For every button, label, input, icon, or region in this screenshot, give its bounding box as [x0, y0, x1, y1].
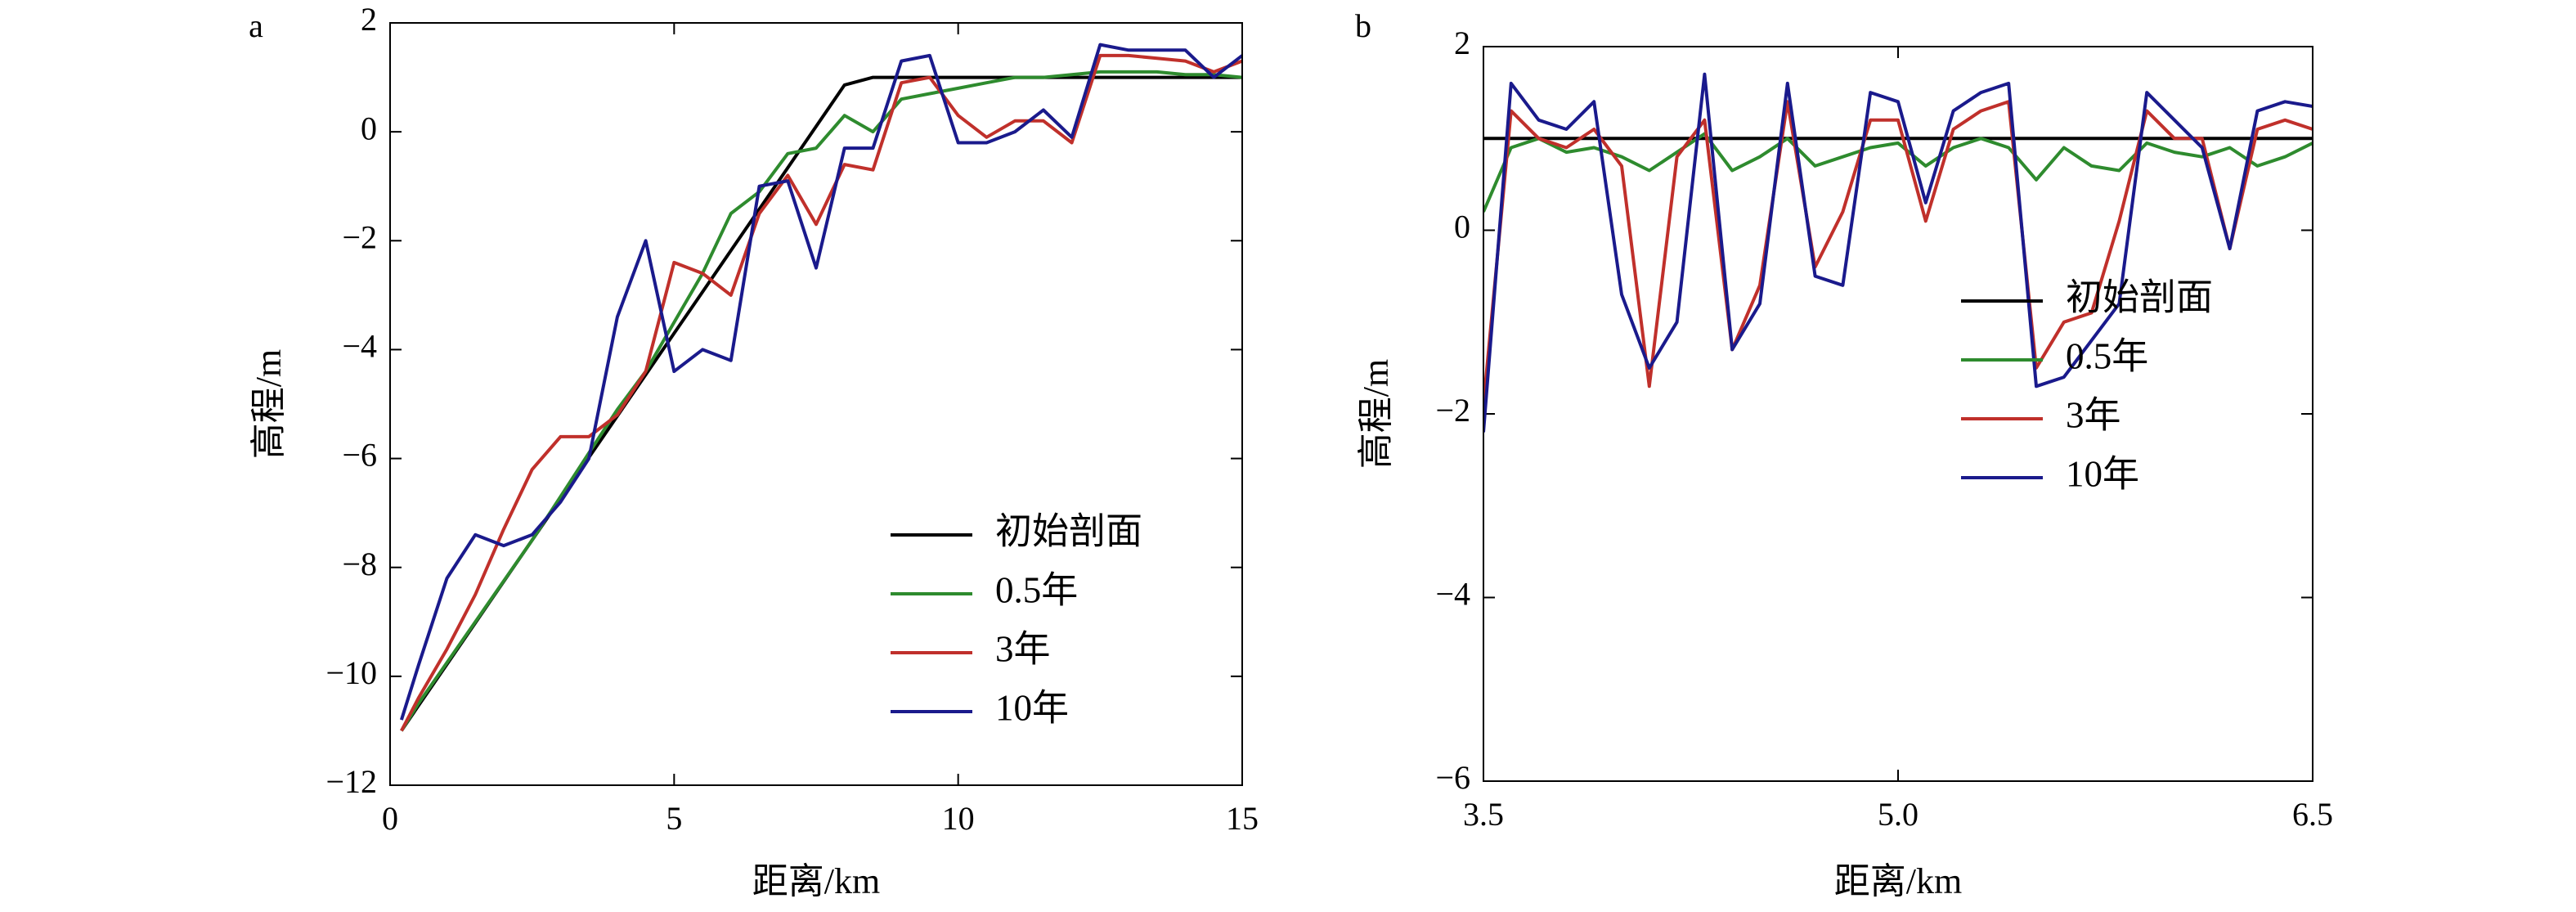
y-axis-label: 高程/m [249, 349, 289, 459]
legend-label: 初始剖面 [995, 510, 1142, 551]
y-tick-label: −8 [342, 546, 377, 582]
y-tick-label: −2 [342, 218, 377, 255]
series-line [399, 43, 1242, 721]
axes-frame [389, 22, 1243, 786]
legend-label: 3年 [995, 628, 1051, 669]
series-line [400, 75, 1242, 732]
x-tick-label: 6.5 [2292, 796, 2333, 833]
x-tick-label: 0 [382, 800, 398, 837]
x-axis-label: 距离/km [752, 861, 880, 901]
y-tick-label: −2 [1435, 392, 1470, 429]
x-tick-label: 15 [1226, 800, 1259, 837]
series-line [1483, 100, 2313, 405]
y-tick-label: −6 [342, 437, 377, 474]
series-line [1483, 72, 2313, 433]
y-tick-label: 2 [361, 1, 377, 38]
legend-label: 10年 [995, 687, 1069, 728]
legend-label: 0.5年 [995, 569, 1078, 610]
y-tick-label: 0 [361, 110, 377, 146]
legend-label: 10年 [2066, 453, 2139, 494]
y-tick-label: −10 [325, 654, 377, 691]
legend-label: 初始剖面 [2066, 276, 2213, 317]
y-axis-label: 高程/m [1356, 359, 1396, 469]
y-tick-label: −12 [325, 763, 377, 800]
legend-label: 3年 [2066, 394, 2121, 435]
x-tick-label: 10 [942, 800, 975, 837]
y-tick-label: 2 [1454, 25, 1470, 61]
x-tick-label: 3.5 [1463, 796, 1504, 833]
series-line [400, 53, 1242, 732]
x-tick-label: 5 [666, 800, 682, 837]
y-tick-label: −6 [1435, 759, 1470, 796]
axes-frame [1483, 46, 2313, 782]
y-tick-label: 0 [1454, 209, 1470, 245]
y-tick-label: −4 [342, 328, 377, 365]
legend-label: 0.5年 [2066, 335, 2148, 376]
series-line [400, 70, 1242, 732]
x-axis-label: 距离/km [1834, 861, 1962, 901]
panel-label: a [249, 7, 263, 44]
series-line [1483, 132, 2313, 213]
panel-label: b [1355, 7, 1371, 44]
y-tick-label: −4 [1435, 576, 1470, 613]
x-tick-label: 5.0 [1878, 796, 1919, 833]
